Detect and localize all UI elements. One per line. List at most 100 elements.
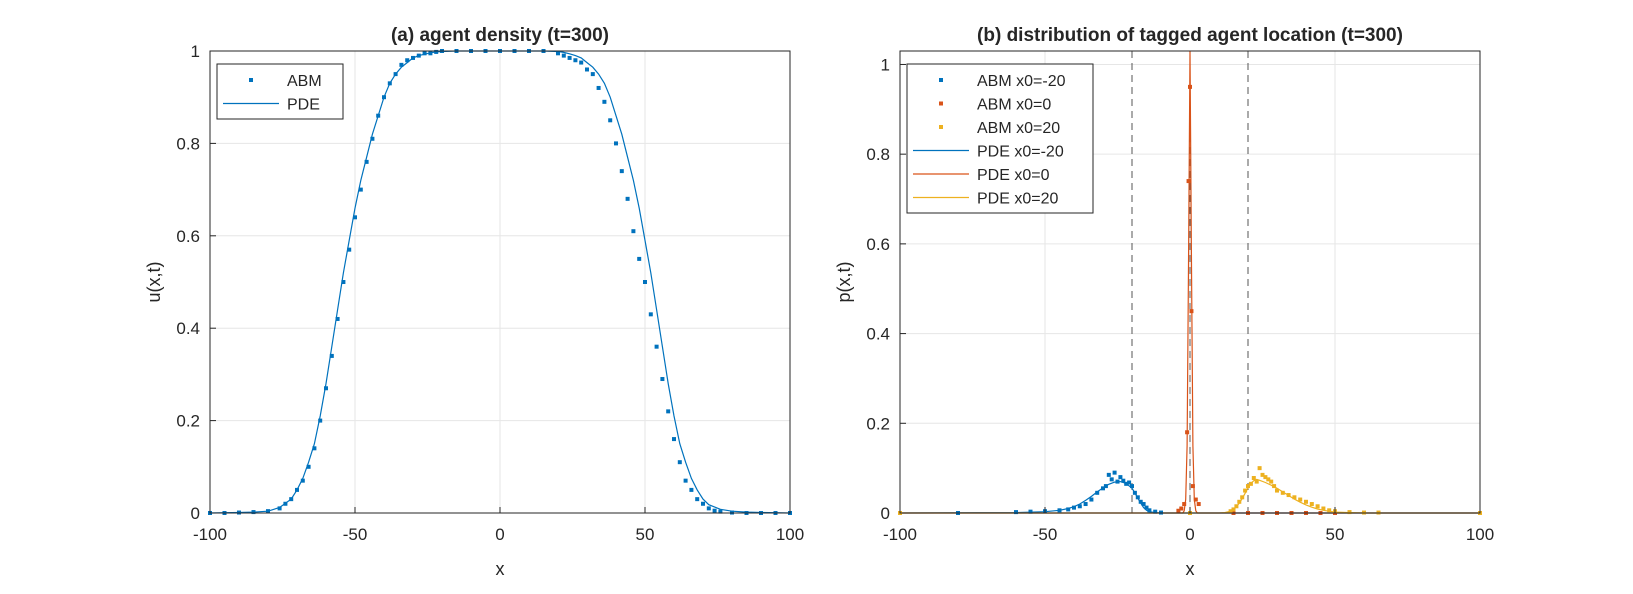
data-point — [1231, 507, 1236, 512]
legend-entry-label: ABM x0=-20 — [977, 73, 1066, 90]
data-point — [353, 215, 357, 220]
data-point — [1144, 505, 1149, 510]
x-tick-label: 0 — [1185, 525, 1194, 544]
data-point — [324, 386, 328, 391]
data-point — [1257, 466, 1262, 471]
data-point — [677, 460, 682, 465]
data-point — [1292, 495, 1297, 500]
x-tick-label: -100 — [883, 525, 917, 544]
y-tick-label: 0.2 — [866, 414, 890, 433]
data-point — [1103, 484, 1108, 489]
data-point — [637, 256, 642, 261]
data-point — [283, 501, 288, 506]
data-point — [590, 72, 595, 77]
data-point — [718, 509, 723, 514]
ticks-a: -100 -50 0 50 100 0 0.2 0.4 0.6 0.8 1 — [176, 42, 804, 544]
data-point — [434, 49, 439, 54]
legend-marker — [939, 101, 943, 106]
data-point — [1127, 480, 1132, 485]
y-axis-label-a: u(x,t) — [144, 261, 164, 302]
data-point — [416, 53, 421, 58]
data-point — [1234, 504, 1239, 509]
data-point — [1193, 497, 1198, 502]
data-point — [358, 187, 363, 192]
y-tick-label: 0.6 — [866, 235, 890, 254]
legend-marker — [249, 78, 253, 82]
data-point — [602, 99, 607, 104]
data-point — [1190, 484, 1195, 489]
y-tick-label: 1 — [191, 42, 200, 61]
data-point — [1179, 506, 1184, 511]
data-point — [1124, 481, 1129, 486]
data-point — [660, 377, 665, 382]
data-point — [1315, 504, 1320, 509]
data-point — [382, 95, 386, 100]
data-point — [1115, 479, 1120, 484]
data-point — [1109, 477, 1114, 482]
data-point — [277, 506, 282, 511]
data-point — [266, 509, 270, 514]
data-point — [1304, 499, 1308, 504]
y-tick-label: 0.8 — [866, 145, 890, 164]
data-point — [1280, 490, 1285, 495]
x-tick-label: -50 — [343, 525, 368, 544]
data-point — [567, 55, 572, 60]
legend-box — [906, 63, 1094, 214]
data-point — [561, 53, 566, 58]
data-point — [614, 141, 618, 146]
y-tick-label: 0 — [881, 504, 890, 523]
data-point — [1272, 484, 1277, 489]
data-point — [335, 316, 340, 321]
data-point — [1132, 490, 1137, 495]
data-point — [1153, 509, 1158, 514]
y-tick-label: 0 — [191, 504, 200, 523]
data-point — [1176, 508, 1181, 513]
data-point — [666, 409, 671, 414]
data-point — [1243, 488, 1248, 493]
data-point — [295, 487, 299, 492]
data-point — [1101, 486, 1105, 491]
x-tick-label: 100 — [776, 525, 804, 544]
legend-entry-label: ABM x0=20 — [977, 120, 1060, 137]
data-point — [1121, 478, 1126, 483]
panel-b-tagged-agent-distribution: -100 -50 0 50 100 0 0.2 0.4 0.6 0.8 1 (b) distribu… — [834, 25, 1494, 579]
data-point — [1321, 506, 1326, 511]
data-point — [1327, 508, 1332, 513]
data-point — [1028, 509, 1033, 514]
data-point — [405, 58, 410, 63]
data-point — [1266, 477, 1271, 482]
data-point — [1347, 510, 1352, 515]
data-point — [289, 497, 294, 502]
data-point — [251, 510, 256, 515]
data-point — [556, 51, 560, 56]
data-point — [1066, 507, 1071, 512]
data-point — [654, 344, 659, 349]
x-tick-label: 50 — [636, 525, 655, 544]
data-point — [695, 497, 700, 502]
data-point — [1095, 490, 1100, 495]
data-point — [1130, 484, 1134, 489]
chart-title-a: (a) agent density (t=300) — [391, 25, 609, 46]
data-point — [376, 113, 381, 118]
data-point — [399, 62, 404, 67]
x-tick-label: -100 — [193, 525, 227, 544]
data-point — [347, 247, 352, 252]
y-tick-label: 1 — [881, 55, 890, 74]
data-point — [1112, 470, 1117, 475]
data-point — [1246, 484, 1250, 489]
data-point — [1089, 497, 1094, 502]
data-point — [1286, 493, 1291, 498]
data-point — [387, 81, 392, 86]
data-point — [306, 464, 311, 469]
data-point — [1014, 510, 1018, 515]
data-point — [312, 446, 317, 451]
data-point — [701, 501, 705, 506]
data-point — [364, 159, 369, 164]
x-tick-label: 50 — [1326, 525, 1345, 544]
data-point — [1182, 502, 1187, 507]
data-point — [329, 353, 334, 358]
data-point — [1185, 430, 1190, 435]
y-axis-label-b: p(x,t) — [834, 261, 854, 302]
panel-a-agent-density: -100 -50 0 50 100 0 0.2 0.4 0.6 0.8 1 (a) agent de… — [144, 25, 804, 579]
y-tick-label: 0.8 — [176, 134, 200, 153]
